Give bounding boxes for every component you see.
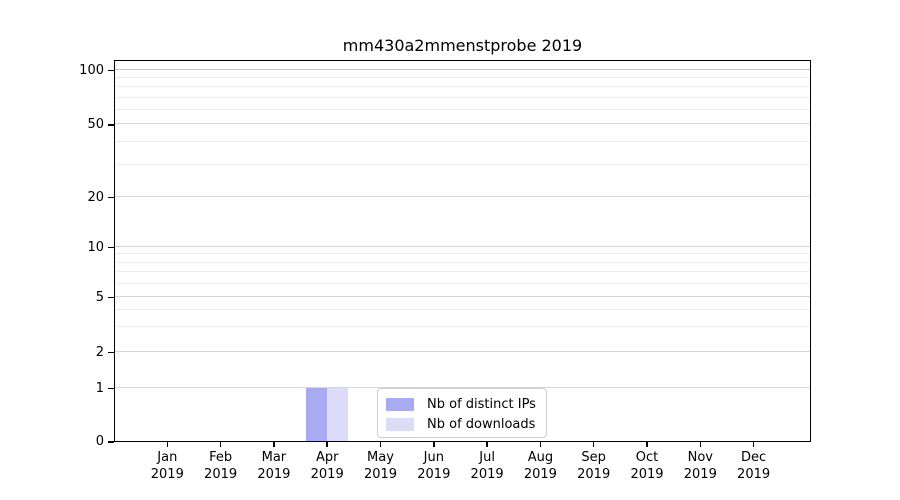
major-gridline-100 (115, 68, 810, 70)
chart-title: mm430a2mmenstprobe 2019 (342, 36, 583, 55)
x-tick-mark-aug (539, 442, 542, 447)
minor-gridline-6 (115, 282, 810, 284)
major-gridline-20 (115, 195, 810, 197)
y-tick-label-1: 1 (95, 380, 104, 396)
y-tick-mark-2 (108, 351, 114, 354)
y-tick-mark-10 (108, 246, 114, 249)
minor-gridline-4 (115, 309, 810, 311)
y-tick-mark-50 (108, 124, 114, 126)
y-tick-mark-1 (108, 387, 114, 389)
y-tick-mark-5 (108, 296, 114, 299)
y-tick-label-20: 20 (87, 189, 104, 205)
minor-gridline-70 (115, 96, 810, 98)
y-tick-mark-0 (108, 441, 114, 443)
y-tick-label-100: 100 (79, 62, 104, 78)
x-tick-mark-sep (592, 442, 595, 447)
x-tick-label-jan: Jan 2019 (150, 450, 184, 482)
y-tick-label-5: 5 (95, 289, 104, 305)
x-tick-mark-feb (219, 442, 222, 447)
x-tick-mark-mar (273, 442, 275, 447)
major-gridline-2 (115, 350, 810, 352)
major-gridline-10 (115, 245, 810, 247)
bar-apr-series-1 (326, 387, 348, 441)
minor-gridline-7 (115, 271, 810, 273)
major-gridline-50 (115, 123, 810, 125)
legend-label-downloads: Nb of downloads (427, 416, 536, 432)
bar-apr-series-0 (305, 387, 327, 441)
x-tick-mark-nov (699, 442, 702, 447)
x-tick-label-jul: Jul 2019 (470, 450, 504, 482)
major-gridline-1 (115, 386, 810, 388)
y-tick-mark-100 (108, 69, 114, 72)
x-tick-mark-may (379, 442, 382, 447)
x-tick-mark-jan (166, 442, 169, 447)
x-tick-label-feb: Feb 2019 (204, 450, 238, 482)
minor-gridline-9 (115, 253, 810, 255)
x-tick-label-sep: Sep 2019 (577, 450, 611, 482)
y-tick-label-0: 0 (95, 434, 104, 449)
x-tick-mark-apr (326, 442, 328, 447)
x-tick-mark-jul (486, 442, 488, 447)
x-tick-label-dec: Dec 2019 (737, 450, 771, 482)
minor-gridline-60 (115, 108, 810, 110)
x-tick-label-may: May 2019 (363, 450, 398, 482)
minor-gridline-30 (115, 163, 810, 165)
plot-area (114, 60, 811, 442)
minor-gridline-40 (115, 140, 810, 142)
minor-gridline-90 (115, 77, 810, 78)
x-tick-label-oct: Oct 2019 (630, 450, 664, 482)
x-tick-label-nov: Nov 2019 (683, 450, 717, 482)
x-tick-label-mar: Mar 2019 (257, 450, 291, 482)
legend: Nb of distinct IPs Nb of downloads (377, 388, 547, 438)
legend-label-distinct-ips: Nb of distinct IPs (427, 396, 536, 412)
x-tick-mark-oct (646, 442, 648, 447)
x-tick-label-apr: Apr 2019 (310, 450, 344, 482)
legend-swatch-distinct-ips (386, 397, 414, 411)
x-tick-label-jun: Jun 2019 (417, 450, 451, 482)
legend-item-downloads: Nb of downloads (378, 414, 546, 434)
x-tick-mark-jun (433, 442, 435, 447)
y-tick-mark-20 (108, 196, 114, 199)
y-tick-label-10: 10 (87, 239, 104, 255)
major-gridline-5 (115, 295, 810, 297)
legend-item-distinct-ips: Nb of distinct IPs (378, 394, 546, 414)
x-tick-label-aug: Aug 2019 (523, 450, 557, 482)
minor-gridline-8 (115, 261, 810, 263)
minor-gridline-80 (115, 86, 810, 88)
minor-gridline-3 (115, 326, 810, 328)
x-tick-mark-dec (752, 442, 755, 447)
y-tick-label-2: 2 (95, 344, 104, 360)
legend-swatch-downloads (386, 417, 414, 431)
y-tick-label-50: 50 (87, 117, 104, 133)
